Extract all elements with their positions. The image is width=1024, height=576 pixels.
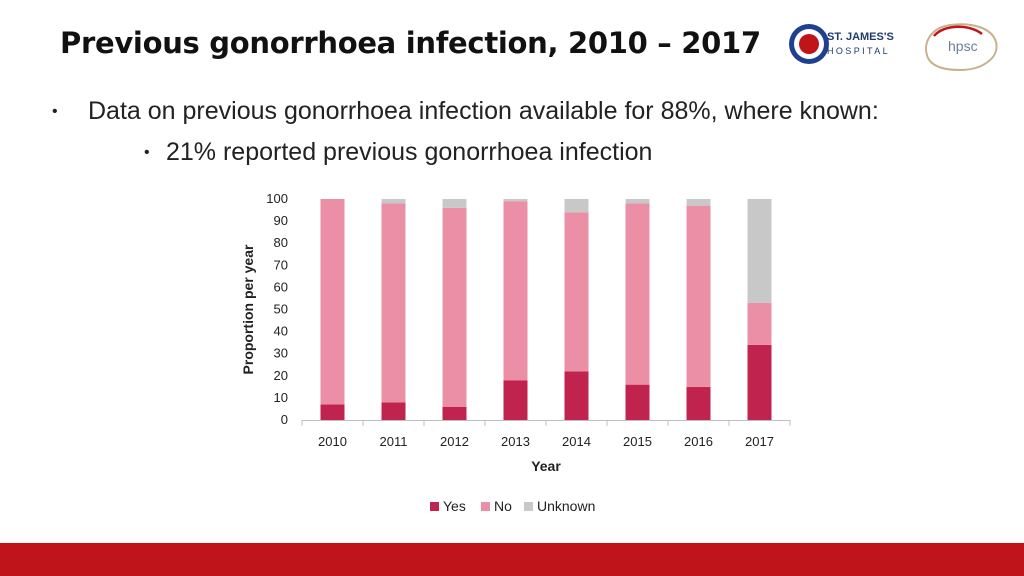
y-tick-label: 80 [274, 235, 288, 250]
legend-swatch-no [481, 502, 490, 511]
x-tick-label: 2013 [501, 434, 530, 449]
bar-yes-2016 [686, 386, 711, 420]
y-tick-label: 50 [274, 302, 288, 317]
legend-label-yes: Yes [443, 498, 466, 514]
sjh-logo-line2: HOSPITAL [827, 46, 890, 56]
bullet-data-availability: • Data on previous gonorrhoea infection a… [52, 97, 879, 126]
legend-swatch-unknown [524, 502, 533, 511]
bar-yes-2010 [320, 404, 345, 420]
bar-no-2017 [747, 302, 772, 345]
hpsc-logo-text: hpsc [948, 38, 978, 54]
bar-no-2016 [686, 205, 711, 387]
y-tick-label: 70 [274, 257, 288, 272]
bar-no-2014 [564, 212, 589, 372]
y-tick-label: 60 [274, 279, 288, 294]
bullet-text: Data on previous gonorrhoea infection av… [88, 97, 879, 125]
bar-yes-2013 [503, 380, 528, 420]
bullet-dot: • [52, 103, 58, 121]
y-tick-label: 30 [274, 346, 288, 361]
y-tick-label: 90 [274, 213, 288, 228]
footer-bar [0, 543, 1024, 576]
y-tick-label: 10 [274, 390, 288, 405]
bar-yes-2015 [625, 384, 650, 420]
bar-unknown-2012 [442, 199, 467, 208]
bar-unknown-2015 [625, 199, 650, 204]
x-tick-label: 2011 [380, 434, 408, 449]
bar-unknown-2013 [503, 199, 528, 202]
bullet-previous-infection: • 21% reported previous gonorrhoea infect… [144, 138, 652, 167]
legend-swatch-yes [430, 502, 439, 511]
bar-yes-2011 [381, 402, 406, 420]
x-tick-label: 2016 [684, 434, 713, 449]
bar-unknown-2017 [747, 199, 772, 303]
y-tick-label: 40 [274, 324, 288, 339]
y-axis-title: Proportion per year [240, 244, 256, 374]
bar-yes-2017 [747, 344, 772, 420]
x-tick-label: 2014 [562, 434, 591, 449]
bar-no-2012 [442, 207, 467, 407]
bar-no-2013 [503, 201, 528, 381]
bar-unknown-2014 [564, 199, 589, 213]
sub-bullet-dot: • [144, 144, 150, 162]
bar-unknown-2016 [686, 199, 711, 206]
bar-yes-2014 [564, 371, 589, 420]
hpsc-logo: hpsc [925, 23, 998, 72]
st-james-hospital-logo: ST. JAMES'S HOSPITAL [789, 24, 894, 64]
y-tick-label: 0 [281, 412, 288, 427]
x-tick-label: 2017 [745, 434, 774, 449]
legend-label-no: No [494, 498, 512, 514]
x-tick-label: 2012 [440, 434, 469, 449]
bar-no-2015 [625, 203, 650, 385]
x-tick-label: 2010 [318, 434, 347, 449]
bar-no-2010 [320, 199, 345, 405]
sjh-logo-line1: ST. JAMES'S [827, 31, 894, 43]
bar-yes-2012 [442, 406, 467, 420]
sub-bullet-text: 21% reported previous gonorrhoea infecti… [166, 138, 653, 166]
legend-label-unknown: Unknown [537, 498, 595, 514]
x-tick-label: 2015 [623, 434, 652, 449]
x-axis-title: Year [531, 458, 561, 474]
slide-title: Previous gonorrhoea infection, 2010 – 20… [60, 26, 761, 60]
bar-no-2011 [381, 203, 406, 403]
y-tick-label: 20 [274, 368, 288, 383]
bar-unknown-2011 [381, 199, 406, 204]
y-tick-label: 100 [266, 191, 288, 206]
